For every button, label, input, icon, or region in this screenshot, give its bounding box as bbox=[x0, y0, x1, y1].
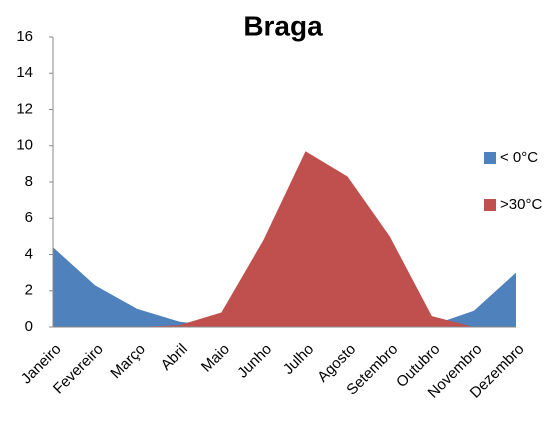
y-tick-label: 14 bbox=[16, 64, 33, 81]
x-tick-label: Julho bbox=[280, 341, 317, 378]
y-tick-label: 16 bbox=[16, 28, 33, 45]
y-tick-label: 8 bbox=[25, 173, 33, 190]
y-tick-label: 0 bbox=[25, 318, 33, 335]
y-tick-label: 2 bbox=[25, 282, 33, 299]
y-tick-label: 6 bbox=[25, 209, 33, 226]
x-tick-label: Março bbox=[107, 341, 148, 382]
area bbox=[53, 247, 516, 327]
y-tick-label: 10 bbox=[16, 137, 33, 154]
chart-title: Braga bbox=[243, 10, 323, 41]
x-tick-label: Abril bbox=[158, 341, 191, 374]
legend-swatch bbox=[484, 199, 496, 211]
x-tick-label: Maio bbox=[198, 341, 233, 376]
x-tick-label: Junho bbox=[234, 341, 275, 382]
y-tick-label: 12 bbox=[16, 100, 33, 117]
legend-swatch bbox=[484, 152, 496, 164]
area bbox=[53, 151, 516, 327]
y-tick-label: 4 bbox=[25, 245, 33, 262]
legend-label: >30°C bbox=[500, 196, 542, 213]
legend-label: < 0°C bbox=[500, 149, 538, 166]
